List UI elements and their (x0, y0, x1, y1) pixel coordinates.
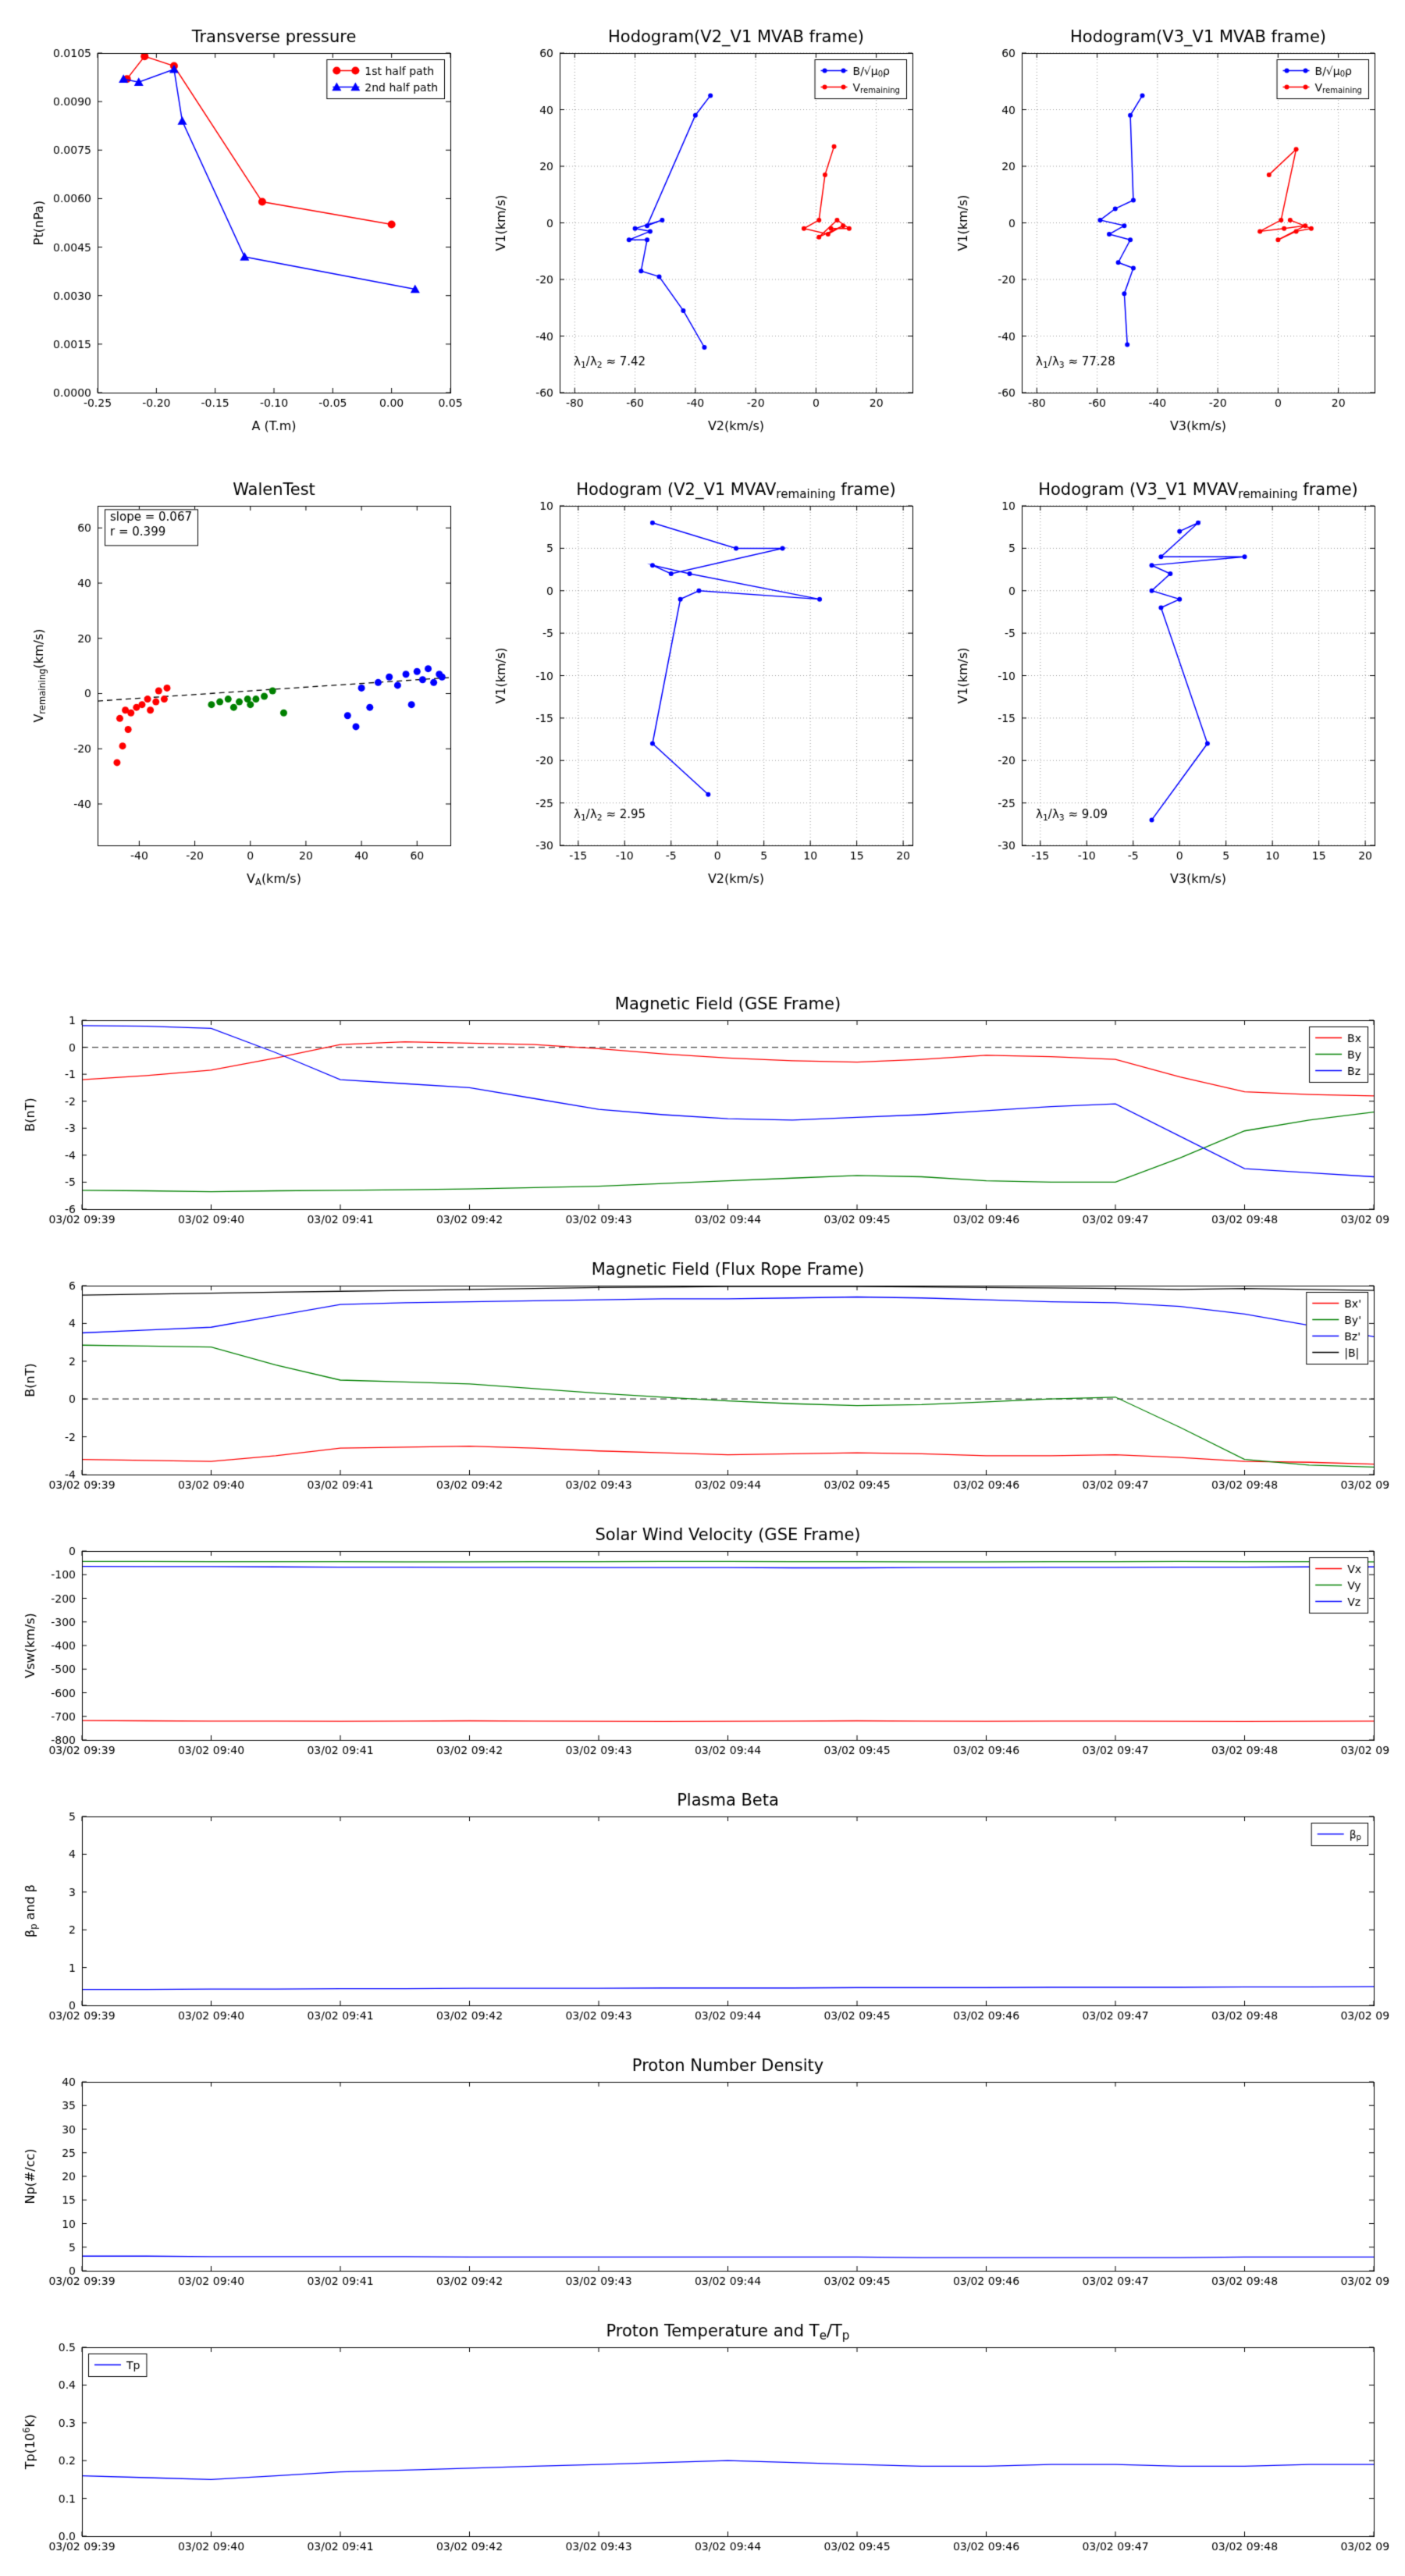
plasma-beta-chart (16, 1784, 1389, 2033)
hodogram-v2v1-mvav-chart (482, 468, 927, 902)
walen-test-chart (20, 468, 464, 902)
hodogram-v3v1-mvav-chart (944, 468, 1389, 902)
hodogram-v3v1-mvab-chart (944, 16, 1389, 449)
proton-number-density-chart (16, 2049, 1389, 2299)
magnetic-field-gse-chart (16, 987, 1389, 1237)
proton-temperature-chart (16, 2314, 1389, 2564)
solar-wind-velocity-chart (16, 1518, 1389, 1768)
hodogram-v2v1-mvab-chart (482, 16, 927, 449)
magnetic-field-flux-rope-chart (16, 1253, 1389, 1503)
transverse-pressure-chart (20, 16, 464, 449)
